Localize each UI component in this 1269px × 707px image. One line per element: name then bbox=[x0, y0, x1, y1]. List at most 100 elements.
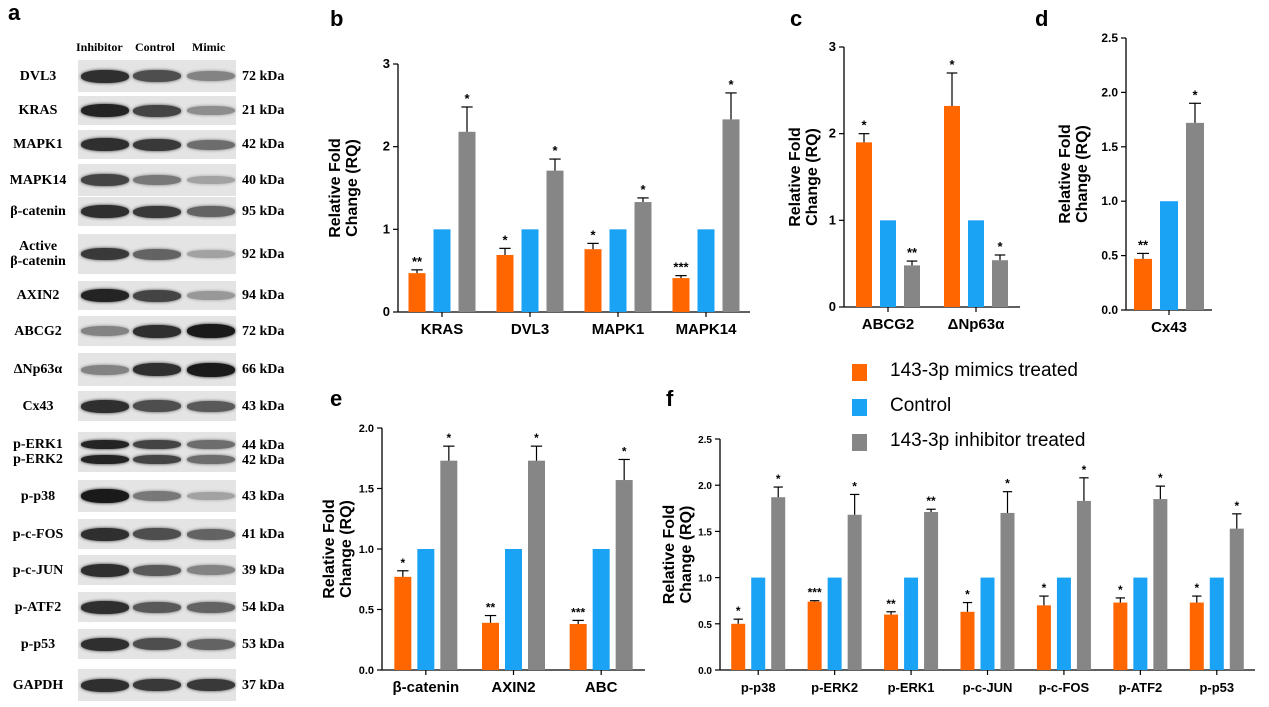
panel-letter-d: d bbox=[1035, 6, 1049, 31]
y-axis-label: Relative Fold Change (RQ) bbox=[327, 138, 361, 238]
blot-row: p-c-FOS 41 kDa bbox=[0, 517, 330, 551]
blot-protein-label: MAPK1 bbox=[13, 137, 63, 152]
blot-band bbox=[187, 206, 235, 217]
blot-row: DVL3 72 kDa bbox=[0, 58, 330, 94]
bar-inhibitor bbox=[771, 497, 786, 670]
blot-strip bbox=[78, 353, 236, 386]
bar-control bbox=[1160, 201, 1178, 310]
blot-strip bbox=[78, 316, 236, 346]
bar-inhibitor bbox=[546, 170, 564, 312]
significance-label-mimic: ** bbox=[412, 254, 423, 269]
x-tick-label: MAPK1 bbox=[592, 321, 645, 338]
legend-label-inhibitor: 143-3p inhibitor treated bbox=[890, 430, 1086, 451]
blot-protein-label: p-ERK1 p-ERK2 bbox=[13, 437, 63, 467]
y-tick-label: 2 bbox=[383, 139, 390, 154]
blot-band bbox=[133, 70, 181, 82]
legend-swatch-control bbox=[852, 399, 867, 416]
blot-protein-label: MAPK14 bbox=[9, 172, 67, 188]
bar-inhibitor bbox=[615, 480, 633, 670]
blot-row: AXIN2 94 kDa bbox=[0, 279, 330, 312]
bar-control bbox=[1056, 577, 1071, 670]
blot-protein-label: GAPDH bbox=[12, 677, 64, 693]
y-tick-label: 2.0 bbox=[359, 423, 374, 435]
x-tick-label: p-ATF2 bbox=[1118, 680, 1162, 695]
blot-band bbox=[81, 637, 129, 651]
significance-label-inhibitor: * bbox=[446, 431, 451, 445]
significance-label-mimic: * bbox=[1118, 583, 1123, 597]
bar-mimic bbox=[482, 622, 499, 670]
legend-swatch-inhibitor bbox=[852, 434, 867, 451]
significance-label-mimic: ** bbox=[486, 601, 496, 615]
significance-label-inhibitor: * bbox=[1082, 463, 1087, 477]
bar-control bbox=[1133, 577, 1148, 670]
blot-row: Active β-catenin 92 kDa bbox=[0, 232, 330, 276]
x-tick-label: p-c-JUN bbox=[963, 680, 1013, 695]
blot-kda-label: 95 kDa bbox=[242, 204, 285, 219]
y-tick-label: 0.0 bbox=[359, 665, 374, 677]
blot-kda-label: 94 kDa bbox=[242, 288, 285, 303]
blot-band bbox=[81, 399, 129, 413]
blot-strip bbox=[78, 234, 236, 274]
y-tick-label: 3 bbox=[383, 56, 390, 71]
significance-label-inhibitor: * bbox=[552, 143, 558, 158]
bar-mimic bbox=[672, 278, 690, 312]
y-tick-label: 0.0 bbox=[698, 666, 712, 677]
bar-inhibitor bbox=[1153, 499, 1168, 670]
y-axis-label-line: Change (RQ) bbox=[338, 500, 355, 598]
blot-row: MAPK14 40 kDa bbox=[0, 162, 330, 198]
blot-protein-label: Cx43 bbox=[22, 398, 54, 414]
x-tick-label: p-p53 bbox=[1199, 680, 1234, 695]
bar-mimic bbox=[731, 623, 746, 670]
bar-inhibitor bbox=[1186, 122, 1204, 310]
blot-row: KRAS 21 kDa bbox=[0, 94, 330, 127]
blot-band bbox=[81, 104, 129, 117]
blot-band bbox=[187, 362, 235, 377]
legend-label-control: Control bbox=[890, 395, 952, 416]
blot-band bbox=[187, 324, 235, 338]
blot-band bbox=[81, 489, 129, 503]
blot-band bbox=[133, 289, 181, 302]
blot-band bbox=[81, 174, 129, 186]
bar-mimic bbox=[856, 142, 872, 307]
bar-control bbox=[1209, 577, 1224, 670]
significance-label-mimic: *** bbox=[571, 605, 585, 619]
blot-kda-label: 43 kDa bbox=[242, 398, 285, 414]
significance-label-inhibitor: * bbox=[1158, 471, 1163, 485]
blot-strip bbox=[78, 164, 236, 196]
significance-label-inhibitor: * bbox=[776, 472, 781, 486]
blot-kda-label: 72 kDa bbox=[242, 323, 285, 339]
western-blot-panel: Inhibitor Control Mimic DVL3 72 kDa KRAS 21… bbox=[0, 0, 330, 707]
blot-band bbox=[187, 291, 235, 300]
bar-inhibitor bbox=[1076, 500, 1091, 670]
x-tick-label: ABC bbox=[585, 679, 618, 696]
blot-strip bbox=[78, 391, 236, 421]
bar-mimic bbox=[394, 576, 412, 670]
blot-band bbox=[187, 400, 235, 412]
blot-kda-label: 54 kDa bbox=[242, 599, 285, 615]
blot-band bbox=[187, 71, 235, 81]
blot-kda-label: 53 kDa bbox=[242, 636, 285, 652]
x-tick-label: DVL3 bbox=[511, 321, 549, 338]
y-axis-label-line: Relative Fold bbox=[327, 138, 344, 238]
blot-protein-label: DVL3 bbox=[19, 68, 57, 84]
chart-d: 0.0 0.5 1.0 1.5 2.0 2.5 Relative Fold Change (R… bbox=[1057, 31, 1212, 336]
blot-protein-label: KRAS bbox=[18, 103, 58, 118]
bar-control bbox=[980, 577, 995, 670]
x-tick-label: ΔNp63α bbox=[948, 316, 1005, 333]
blot-band bbox=[187, 679, 235, 691]
y-tick-label: 2.0 bbox=[1101, 85, 1118, 99]
blot-row: β-catenin 95 kDa bbox=[0, 195, 330, 228]
blot-band bbox=[81, 678, 129, 692]
blot-band bbox=[187, 565, 235, 575]
y-axis-label-line: Relative Fold bbox=[1057, 124, 1074, 224]
blot-band bbox=[81, 205, 129, 218]
bar-inhibitor bbox=[1229, 528, 1244, 670]
bar-inhibitor bbox=[847, 514, 862, 670]
bar-inhibitor bbox=[1000, 512, 1015, 670]
blot-band bbox=[133, 104, 181, 117]
blot-strip bbox=[78, 629, 236, 659]
y-tick-label: 2.0 bbox=[698, 481, 712, 492]
significance-label-mimic: * bbox=[949, 57, 955, 72]
significance-label-mimic: * bbox=[861, 118, 867, 133]
